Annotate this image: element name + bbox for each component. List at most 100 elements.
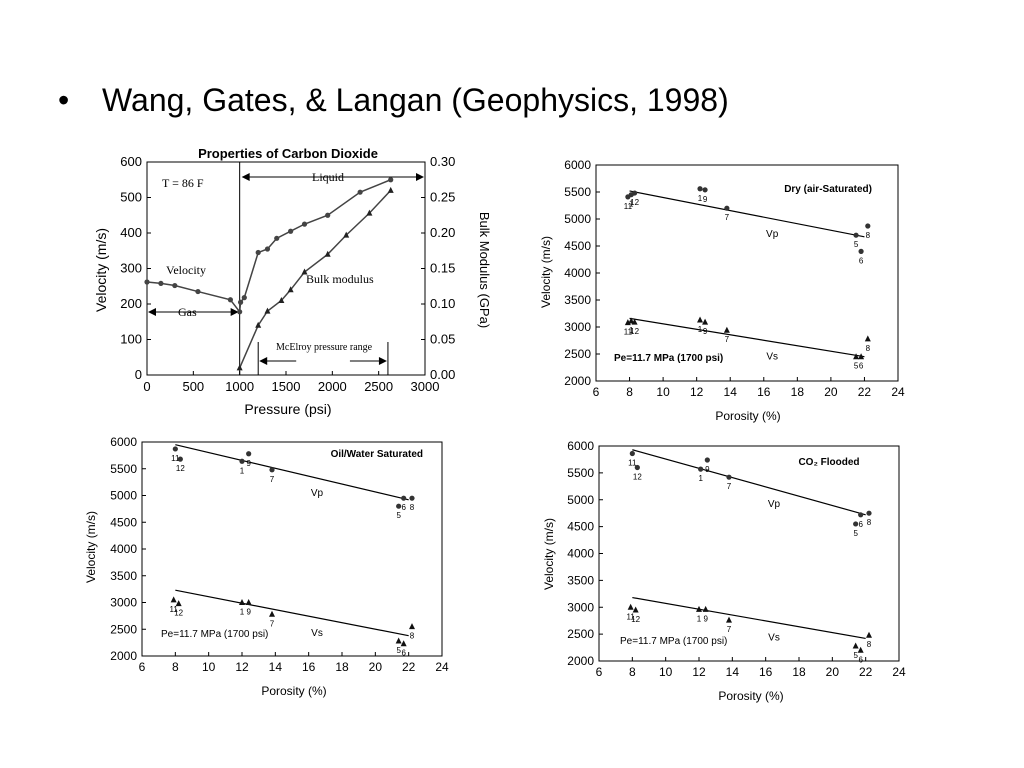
y-axis-label: Velocity (m/s) [542, 518, 556, 590]
sample-number-label: 7 [725, 213, 730, 222]
x-tick-label: 12 [235, 660, 249, 674]
mcelroy-arrow-head-right [378, 357, 387, 365]
x-tick-label: 22 [858, 385, 872, 399]
vs-point [631, 318, 638, 325]
vp-series-label: Vp [768, 499, 781, 510]
vp-fit-line [632, 449, 866, 516]
x-tick-label: 18 [792, 665, 806, 679]
sample-number-label: 9 [246, 459, 251, 468]
y-tick-label: 5000 [564, 212, 591, 226]
bulk-modulus-point [301, 268, 308, 275]
pressure-label: Pe=11.7 MPa (1700 psi) [614, 353, 723, 364]
y-tick-label: 400 [120, 225, 142, 240]
sample-number-label: 7 [727, 482, 732, 491]
sample-number-label: 11 [171, 454, 180, 463]
y-tick-label: 6000 [110, 435, 137, 449]
sample-number-label: 9 [705, 465, 710, 474]
vs-point [624, 319, 631, 326]
y2-tick-label: 0.30 [430, 154, 455, 169]
y-tick-label: 3500 [567, 573, 594, 587]
velocity-point [237, 309, 243, 315]
gas-arrow-head-left [148, 308, 156, 316]
sample-number-label: 12 [630, 327, 639, 336]
x-tick-label: 12 [690, 385, 704, 399]
y-tick-label: 4000 [564, 266, 591, 280]
velocity-point [325, 212, 331, 218]
x-tick-label: 20 [369, 660, 383, 674]
velocity-point [172, 282, 178, 289]
sample-number-label: 5 [396, 511, 401, 520]
y-tick-label: 4500 [567, 520, 594, 534]
co2-properties-chart: Properties of Carbon Dioxide Pressure (p… [92, 142, 492, 422]
vp-point [858, 248, 864, 254]
x-tick-label: 24 [435, 660, 449, 674]
sample-number-label: 6 [859, 362, 864, 371]
y-axis-label: Velocity (m/s) [93, 228, 109, 312]
sample-number-label: 6 [859, 256, 864, 265]
y2-tick-label: 0.25 [430, 190, 455, 205]
x-tick-label: 22 [859, 665, 873, 679]
vs-point [245, 599, 252, 605]
vp-point [634, 464, 640, 471]
vp-point [853, 232, 859, 238]
vp-point [853, 521, 859, 527]
y-tick-label: 6000 [567, 439, 594, 453]
chart-title: Dry (air-Saturated) [784, 184, 872, 195]
y-axis-label: Velocity (m/s) [539, 236, 553, 308]
vp-point [858, 512, 864, 518]
y-tick-label: 4500 [564, 239, 591, 253]
y-tick-label: 3000 [567, 600, 594, 614]
vs-point [175, 600, 182, 607]
y-tick-label: 2500 [564, 347, 591, 361]
velocity-point [288, 228, 294, 234]
vs-point [239, 599, 245, 605]
sample-number-label: 5 [396, 646, 401, 655]
temperature-annotation: T = 86 F [162, 176, 204, 190]
dry-velocity-svg: Dry (air-Saturated) Pe=11.7 MPa (1700 ps… [539, 158, 905, 423]
vs-point [866, 631, 872, 638]
chart-title: Oil/Water Saturated [331, 449, 423, 460]
dry-velocity-chart: Dry (air-Saturated) Pe=11.7 MPa (1700 ps… [534, 150, 919, 425]
bulk-modulus-line [238, 189, 392, 369]
vp-fit-line [629, 190, 865, 238]
velocity-point [158, 280, 164, 287]
x-tick-label: 6 [593, 385, 600, 399]
velocity-point [144, 279, 150, 285]
x-tick-label: 18 [335, 660, 349, 674]
vp-point [629, 450, 635, 457]
y-tick-label: 2500 [110, 622, 137, 636]
vp-point [698, 466, 704, 472]
y-tick-label: 4500 [110, 515, 137, 529]
vs-point [853, 353, 860, 360]
vs-fit-line [632, 596, 866, 640]
y-tick-label: 6000 [564, 158, 591, 172]
vs-point [400, 640, 407, 647]
vp-point [246, 451, 252, 457]
x-tick-label: 6 [596, 665, 603, 679]
vs-series-label: Vs [766, 352, 778, 363]
x-tick-label: 16 [759, 665, 773, 679]
x-axis-label: Porosity (%) [718, 689, 783, 703]
velocity-point [227, 297, 233, 303]
x-tick-label: 8 [626, 385, 633, 399]
x-tick-label: 500 [182, 379, 204, 394]
vs-point [852, 642, 859, 649]
sample-number-label: 1 [698, 474, 703, 483]
sample-number-label: 9 [703, 327, 708, 336]
sample-number-label: 1 [240, 608, 245, 617]
x-tick-label: 1500 [272, 379, 301, 394]
vs-point [395, 637, 402, 644]
oil-water-velocity-svg: Oil/Water Saturated Pe=11.7 MPa (1700 ps… [84, 435, 449, 698]
y-tick-label: 300 [120, 261, 142, 276]
velocity-point [241, 295, 247, 301]
x-tick-label: 10 [659, 665, 673, 679]
sample-number-label: 5 [854, 362, 859, 371]
pressure-label: Pe=11.7 MPa (1700 psi) [620, 636, 727, 647]
co2-flooded-velocity-chart: CO₂ Flooded Pe=11.7 MPa (1700 psi) Poros… [537, 434, 919, 706]
sample-number-label: 1 [629, 326, 634, 335]
velocity-point [357, 189, 363, 195]
plot-frame [595, 164, 899, 382]
y-tick-label: 5500 [110, 462, 137, 476]
liquid-arrow-head-left [241, 173, 250, 181]
vp-point [269, 467, 275, 473]
